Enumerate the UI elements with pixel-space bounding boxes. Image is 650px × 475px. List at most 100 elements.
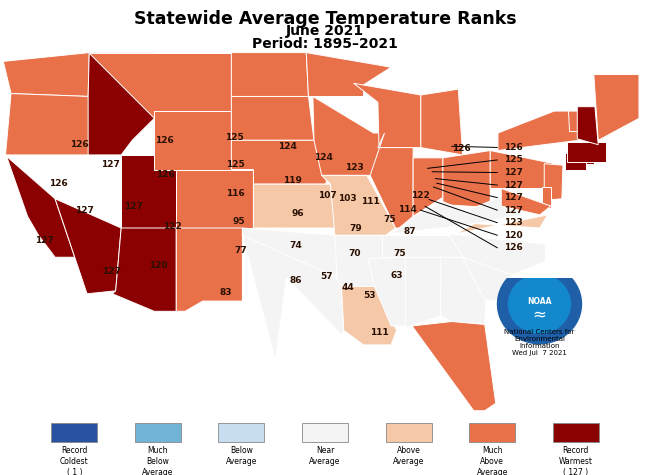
Text: 127: 127: [34, 236, 54, 245]
Text: 127: 127: [75, 207, 94, 215]
Text: 127: 127: [102, 267, 122, 276]
Polygon shape: [490, 151, 554, 189]
Text: 126: 126: [504, 143, 523, 152]
Bar: [218, 423, 265, 442]
Text: 107: 107: [318, 191, 336, 200]
Polygon shape: [242, 235, 344, 360]
Polygon shape: [231, 96, 314, 140]
Polygon shape: [542, 187, 551, 208]
Text: 124: 124: [278, 142, 298, 151]
Bar: [469, 423, 515, 442]
Text: 79: 79: [350, 224, 363, 233]
Text: 75: 75: [393, 249, 406, 258]
Polygon shape: [176, 228, 242, 311]
Bar: [552, 423, 599, 442]
Text: 125: 125: [225, 133, 243, 142]
Text: 77: 77: [234, 247, 247, 255]
Text: 127: 127: [101, 160, 120, 169]
Text: Near
Average: Near Average: [309, 446, 341, 466]
Text: National Centers for
Environmental
Information
Wed Jul  7 2021: National Centers for Environmental Infor…: [504, 329, 575, 356]
Text: 125: 125: [504, 155, 523, 164]
Polygon shape: [5, 94, 94, 155]
Circle shape: [497, 264, 582, 344]
Polygon shape: [406, 257, 442, 327]
Text: 63: 63: [390, 271, 403, 280]
Bar: [51, 423, 98, 442]
Polygon shape: [254, 184, 335, 228]
Polygon shape: [231, 140, 327, 184]
Text: 126: 126: [155, 136, 174, 145]
Text: 111: 111: [370, 328, 388, 337]
Text: Much
Above
Average: Much Above Average: [476, 446, 508, 475]
Bar: [385, 423, 432, 442]
Polygon shape: [370, 133, 413, 228]
Polygon shape: [341, 286, 396, 345]
Polygon shape: [463, 257, 512, 301]
Polygon shape: [443, 151, 490, 208]
Polygon shape: [242, 228, 337, 360]
Polygon shape: [88, 53, 154, 155]
Text: 75: 75: [384, 215, 396, 224]
Polygon shape: [354, 83, 421, 148]
Text: 83: 83: [220, 288, 233, 297]
Polygon shape: [567, 142, 606, 162]
Polygon shape: [313, 96, 385, 175]
Text: Record
Warmest
( 127 ): Record Warmest ( 127 ): [559, 446, 593, 475]
Text: Period: 1895–2021: Period: 1895–2021: [252, 37, 398, 50]
Polygon shape: [544, 164, 563, 200]
Text: June 2021: June 2021: [286, 24, 364, 38]
Text: 123: 123: [345, 163, 363, 171]
Polygon shape: [441, 257, 486, 324]
Text: 87: 87: [403, 227, 416, 236]
Polygon shape: [335, 235, 390, 286]
Bar: [302, 423, 348, 442]
Text: NOAA: NOAA: [527, 297, 552, 306]
Polygon shape: [306, 53, 391, 96]
Polygon shape: [577, 107, 598, 145]
Polygon shape: [322, 175, 395, 235]
Text: 127: 127: [504, 193, 523, 202]
Text: 122: 122: [411, 191, 430, 200]
Polygon shape: [392, 202, 490, 234]
Polygon shape: [382, 235, 478, 257]
Text: 120: 120: [149, 262, 167, 270]
Polygon shape: [565, 153, 586, 170]
Text: 127: 127: [504, 206, 523, 215]
Text: 127: 127: [504, 168, 523, 177]
Polygon shape: [112, 228, 176, 311]
Circle shape: [508, 275, 571, 333]
Text: 86: 86: [289, 276, 302, 285]
Polygon shape: [6, 156, 116, 294]
Text: 57: 57: [320, 272, 333, 281]
Polygon shape: [154, 111, 231, 170]
Polygon shape: [231, 53, 309, 96]
Polygon shape: [586, 153, 594, 164]
Polygon shape: [121, 155, 176, 228]
Text: 53: 53: [363, 291, 376, 300]
Polygon shape: [498, 111, 590, 151]
Polygon shape: [456, 215, 547, 234]
Polygon shape: [421, 89, 463, 155]
Text: Much
Below
Average: Much Below Average: [142, 446, 174, 475]
Text: 126: 126: [504, 243, 523, 252]
Polygon shape: [412, 322, 496, 411]
Polygon shape: [448, 234, 545, 275]
Text: 74: 74: [289, 241, 302, 249]
Text: 122: 122: [163, 222, 181, 231]
Text: 126: 126: [452, 144, 471, 152]
Text: 103: 103: [339, 194, 357, 203]
Polygon shape: [501, 189, 551, 215]
Text: 127: 127: [504, 180, 523, 190]
Text: 111: 111: [361, 197, 380, 206]
Text: Statewide Average Temperature Ranks: Statewide Average Temperature Ranks: [134, 10, 516, 28]
Text: 123: 123: [504, 218, 523, 227]
Text: 114: 114: [398, 205, 417, 214]
Text: ≈: ≈: [532, 305, 547, 323]
Text: Record
Coldest
( 1 ): Record Coldest ( 1 ): [60, 446, 88, 475]
Text: 120: 120: [504, 231, 523, 240]
Text: 96: 96: [291, 209, 304, 218]
Bar: [135, 423, 181, 442]
Polygon shape: [3, 53, 89, 96]
Text: 116: 116: [226, 189, 244, 198]
Text: Below
Average: Below Average: [226, 446, 257, 466]
